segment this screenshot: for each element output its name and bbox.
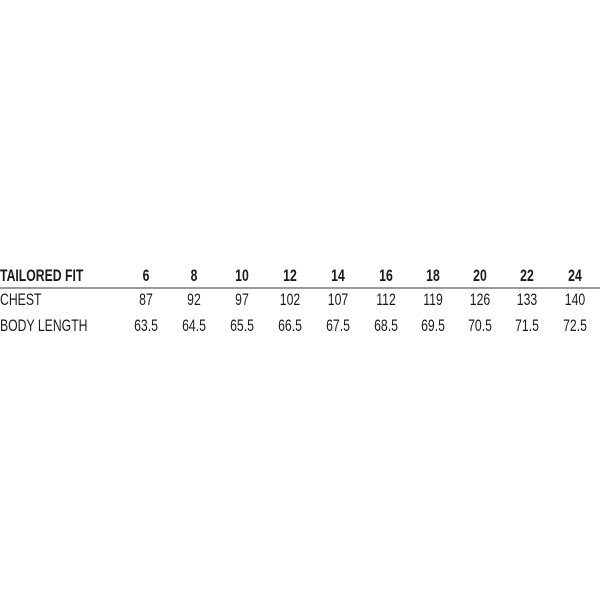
chest-cell: 133 bbox=[516, 290, 538, 309]
size-header-cell: 14 bbox=[331, 266, 345, 285]
chest-cell: 126 bbox=[469, 290, 491, 309]
size-header-row: TAILORED FIT 6 8 10 12 14 16 18 20 22 24 bbox=[0, 265, 600, 287]
body-length-cell: 66.5 bbox=[278, 316, 302, 335]
chest-cell: 107 bbox=[327, 290, 349, 309]
chest-label: CHEST bbox=[0, 290, 42, 309]
size-header-cell: 6 bbox=[142, 266, 150, 285]
size-header-cell: 8 bbox=[190, 266, 198, 285]
chest-row: CHEST 87 92 97 102 107 112 119 126 133 140 bbox=[0, 289, 600, 311]
chest-cell: 87 bbox=[139, 290, 153, 309]
body-length-row: BODY LENGTH 63.5 64.5 65.5 66.5 67.5 68.5 69.5… bbox=[0, 315, 600, 337]
body-length-cell: 63.5 bbox=[134, 316, 158, 335]
chest-cell: 92 bbox=[187, 290, 201, 309]
size-header-cell: 16 bbox=[379, 266, 393, 285]
body-length-cell: 68.5 bbox=[374, 316, 398, 335]
body-length-cell: 65.5 bbox=[230, 316, 254, 335]
chest-cell: 97 bbox=[235, 290, 249, 309]
size-header-cell: 12 bbox=[283, 266, 297, 285]
chest-cell: 102 bbox=[279, 290, 301, 309]
chest-cell: 119 bbox=[423, 290, 443, 309]
fit-label: TAILORED FIT bbox=[0, 266, 84, 285]
size-header-cell: 24 bbox=[568, 266, 582, 285]
body-length-cell: 72.5 bbox=[563, 316, 587, 335]
body-length-cell: 70.5 bbox=[468, 316, 492, 335]
chest-cell: 112 bbox=[376, 290, 396, 309]
size-header-cell: 18 bbox=[426, 266, 440, 285]
body-length-label: BODY LENGTH bbox=[0, 316, 88, 335]
size-header-cell: 20 bbox=[473, 266, 487, 285]
chest-cell: 140 bbox=[564, 290, 586, 309]
size-header-cell: 22 bbox=[520, 266, 534, 285]
body-length-cell: 67.5 bbox=[326, 316, 350, 335]
body-length-cell: 64.5 bbox=[182, 316, 206, 335]
body-length-cell: 71.5 bbox=[515, 316, 539, 335]
header-divider bbox=[0, 287, 600, 289]
size-header-cell: 10 bbox=[235, 266, 249, 285]
body-length-cell: 69.5 bbox=[421, 316, 445, 335]
